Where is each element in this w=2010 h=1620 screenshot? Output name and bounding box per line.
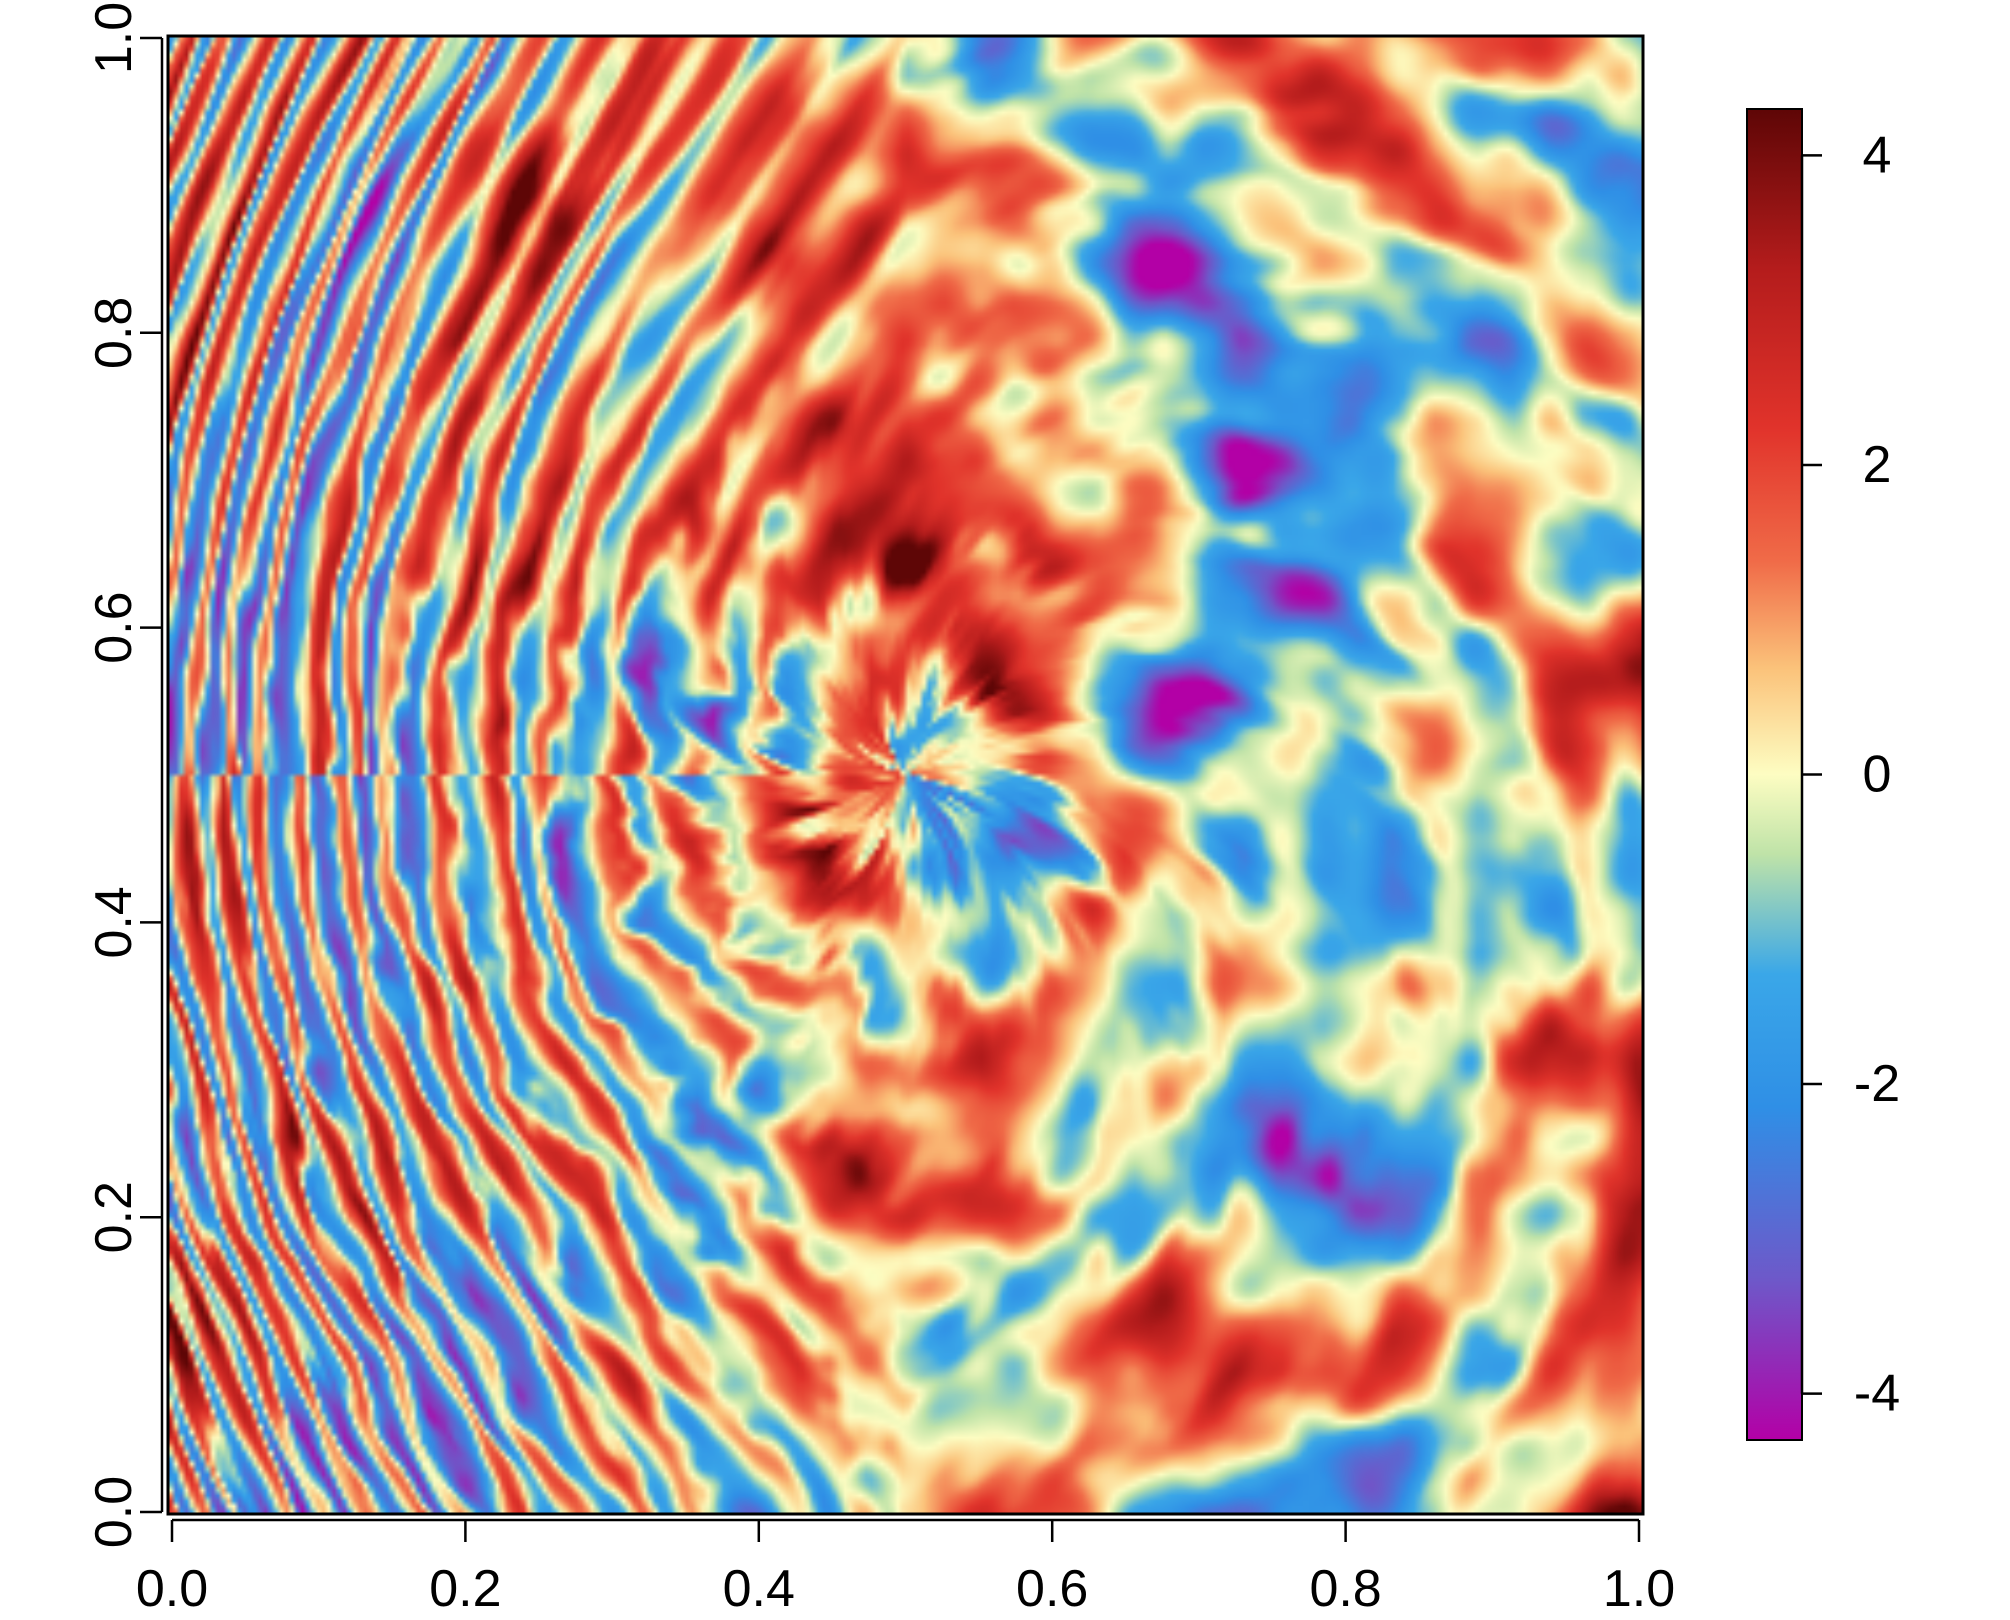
- y-tick-label: 0.0: [85, 1476, 143, 1548]
- colorbar-tick-label: -2: [1854, 1055, 1900, 1113]
- x-tick-label: 0.8: [1309, 1560, 1381, 1618]
- x-tick-label: 1.0: [1603, 1560, 1675, 1618]
- heatmap-area: [168, 36, 1643, 1514]
- plot-frame: [166, 34, 1645, 1516]
- y-tick-label: 0.4: [85, 886, 143, 958]
- x-tick-label: 0.6: [1016, 1560, 1088, 1618]
- colorbar-tick-label: 0: [1863, 746, 1892, 804]
- x-axis: 0.0 0.2 0.4 0.6 0.8 1.0: [136, 1518, 1675, 1618]
- heatmap-raster: [168, 36, 1643, 1514]
- y-axis: 0.0 0.2 0.4 0.6 0.8 1.0: [85, 2, 164, 1548]
- x-tick-label: 0.0: [136, 1560, 208, 1618]
- y-tick-label: 0.2: [85, 1181, 143, 1253]
- colorbar-ticks: 4 2 0 -2 -4: [1800, 126, 1900, 1423]
- x-tick-label: 0.4: [723, 1560, 795, 1618]
- colorbar-tick-label: -4: [1854, 1365, 1900, 1423]
- colorbar-tick-label: 2: [1863, 436, 1892, 494]
- y-tick-label: 0.6: [85, 591, 143, 663]
- y-tick-label: 0.8: [85, 297, 143, 369]
- y-tick-label: 1.0: [85, 2, 143, 74]
- x-tick-label: 0.2: [429, 1560, 501, 1618]
- colorbar: 4 2 0 -2 -4: [1746, 108, 1900, 1441]
- colorbar-tick-label: 4: [1863, 126, 1892, 184]
- colorbar-gradient: [1746, 108, 1803, 1441]
